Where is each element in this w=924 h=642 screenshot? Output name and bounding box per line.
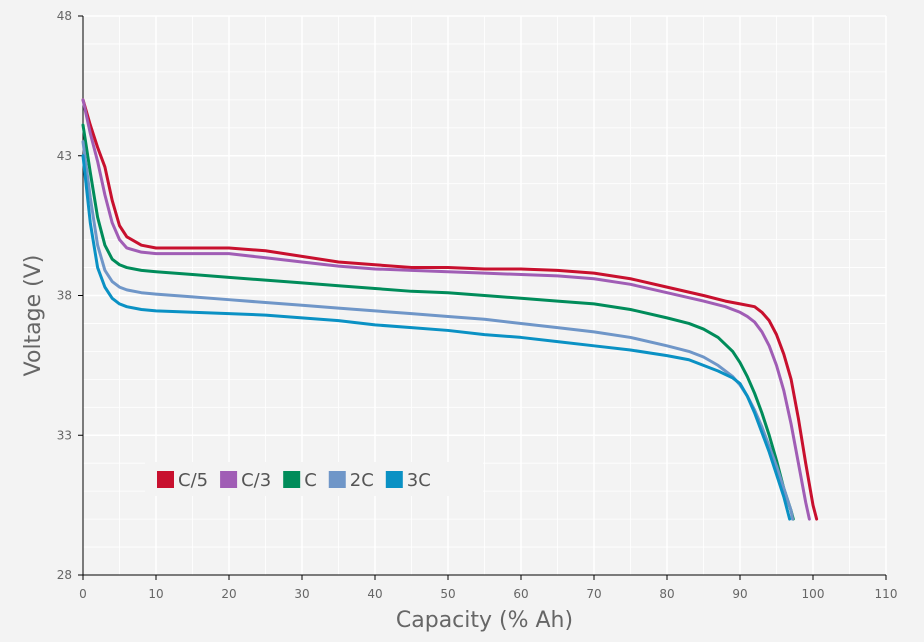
x-tick-label: 30 bbox=[294, 587, 309, 601]
x-tick-label: 80 bbox=[659, 587, 674, 601]
legend-swatch-0 bbox=[157, 471, 174, 488]
y-tick-label: 33 bbox=[57, 428, 72, 442]
legend-layer: C/5 C/3 C 2C 3C bbox=[145, 462, 483, 496]
y-axis-title: Voltage (V) bbox=[21, 255, 46, 377]
series-line-4 bbox=[81, 154, 792, 521]
x-tick-label: 110 bbox=[875, 587, 898, 601]
x-axis-title: Capacity (% Ah) bbox=[396, 608, 573, 633]
tick-layer: 0 10 20 30 40 50 60 70 80 90 100 110 28 33 38 43 48 bbox=[57, 9, 898, 601]
legend-label-1: C/3 bbox=[241, 470, 271, 491]
legend-label-4: 3C bbox=[407, 470, 431, 491]
series-line-2 bbox=[81, 123, 795, 521]
y-tick-label: 38 bbox=[57, 289, 72, 303]
legend-label-3: 2C bbox=[350, 470, 374, 491]
legend-swatch-1 bbox=[220, 471, 238, 488]
x-tick-label: 90 bbox=[732, 587, 747, 601]
y-tick-label: 43 bbox=[57, 149, 72, 163]
x-tick-label: 0 bbox=[79, 587, 87, 601]
x-tick-label: 60 bbox=[513, 587, 528, 601]
legend-swatch-2 bbox=[283, 471, 301, 488]
x-tick-label: 100 bbox=[802, 587, 825, 601]
label-layer: Capacity (% Ah) Voltage (V) bbox=[21, 255, 573, 633]
legend-label-2: C bbox=[304, 470, 317, 491]
x-tick-label: 20 bbox=[221, 587, 236, 601]
series-line-1 bbox=[81, 98, 811, 521]
x-tick-label: 70 bbox=[586, 587, 601, 601]
y-tick-label: 28 bbox=[57, 568, 72, 582]
x-tick-label: 50 bbox=[440, 587, 455, 601]
legend-swatch-3 bbox=[328, 471, 346, 488]
series-line-0 bbox=[81, 98, 819, 521]
grid-layer bbox=[83, 15, 887, 575]
series-layer bbox=[81, 98, 819, 521]
legend-box bbox=[145, 462, 483, 496]
x-tick-label: 10 bbox=[148, 587, 163, 601]
legend-label-0: C/5 bbox=[178, 470, 208, 491]
y-tick-label: 48 bbox=[57, 9, 72, 23]
legend-swatch-4 bbox=[385, 471, 403, 488]
x-tick-label: 40 bbox=[367, 587, 382, 601]
